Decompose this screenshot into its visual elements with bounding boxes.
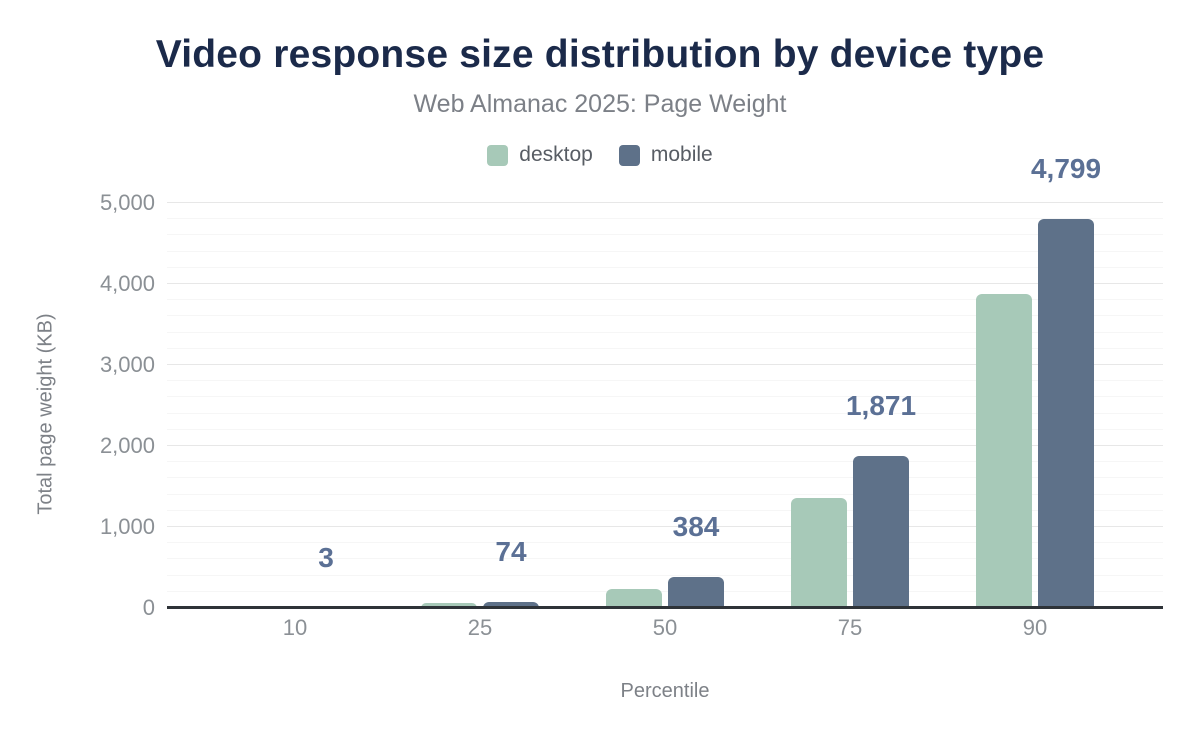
minor-gridline: [167, 234, 1163, 236]
minor-gridline: [167, 331, 1163, 333]
legend: desktop mobile: [0, 142, 1200, 168]
y-axis-tick-label: 4,000: [99, 271, 155, 296]
minor-gridline: [167, 493, 1163, 495]
minor-gridline: [167, 477, 1163, 479]
legend-item-mobile[interactable]: mobile: [618, 143, 713, 167]
data-label-mobile-p75: 1,871: [845, 390, 917, 422]
x-axis-line: [167, 606, 1163, 609]
minor-gridline: [167, 299, 1163, 301]
y-axis-title: Total page weight (KB): [34, 313, 57, 515]
minor-gridline: [167, 218, 1163, 220]
x-axis-tick-label: 90: [1022, 615, 1048, 640]
minor-gridline: [167, 542, 1163, 544]
data-label-mobile-p10: 3: [318, 541, 334, 573]
y-axis-tick-label: 3,000: [99, 352, 155, 377]
legend-label: mobile: [650, 143, 713, 166]
y-axis-tick-label: 1,000: [99, 514, 155, 539]
x-axis-tick-label: 75: [837, 615, 863, 640]
minor-gridline: [167, 428, 1163, 430]
data-label-mobile-p90: 4,799: [1030, 153, 1102, 185]
minor-gridline: [167, 590, 1163, 592]
legend-label: desktop: [519, 143, 593, 166]
minor-gridline: [167, 509, 1163, 511]
major-gridline: [167, 202, 1163, 203]
y-axis-tick-label: 2,000: [99, 433, 155, 458]
minor-gridline: [167, 574, 1163, 576]
y-axis-tick-label: 5,000: [99, 190, 155, 215]
minor-gridline: [167, 396, 1163, 398]
major-gridline: [167, 364, 1163, 365]
plot-area: 3 74 384 1,871 4,799: [167, 153, 1163, 609]
bar-mobile-p50[interactable]: [668, 576, 724, 608]
bar-desktop-p50[interactable]: [606, 588, 662, 608]
bar-desktop-p90[interactable]: [976, 294, 1032, 608]
minor-gridline: [167, 558, 1163, 560]
minor-gridline: [167, 315, 1163, 317]
legend-swatch-desktop: [487, 144, 509, 166]
x-axis-tick-label: 50: [652, 615, 678, 640]
chart-subtitle: Web Almanac 2025: Page Weight: [413, 90, 787, 118]
minor-gridline: [167, 266, 1163, 268]
minor-gridline: [167, 412, 1163, 414]
legend-item-desktop[interactable]: desktop: [487, 143, 593, 167]
y-axis-tick-label: 0: [142, 595, 155, 620]
x-axis-tick-label: 25: [467, 615, 493, 640]
x-axis-tick-label: 10: [282, 615, 308, 640]
bar-mobile-p75[interactable]: [853, 456, 909, 608]
x-axis-title: Percentile: [620, 680, 710, 702]
minor-gridline: [167, 380, 1163, 382]
major-gridline: [167, 526, 1163, 527]
bar-desktop-p25[interactable]: [421, 603, 477, 608]
major-gridline: [167, 445, 1163, 446]
data-label-mobile-p25: 74: [495, 536, 527, 568]
legend-swatch-mobile: [618, 144, 640, 166]
bar-mobile-p25[interactable]: [483, 602, 539, 608]
major-gridline: [167, 283, 1163, 284]
minor-gridline: [167, 347, 1163, 349]
bar-mobile-p90[interactable]: [1038, 219, 1094, 608]
chart-title: Video response size distribution by devi…: [155, 33, 1045, 76]
minor-gridline: [167, 250, 1163, 252]
bar-desktop-p75[interactable]: [791, 498, 847, 608]
data-label-mobile-p50: 384: [672, 510, 720, 542]
minor-gridline: [167, 461, 1163, 463]
